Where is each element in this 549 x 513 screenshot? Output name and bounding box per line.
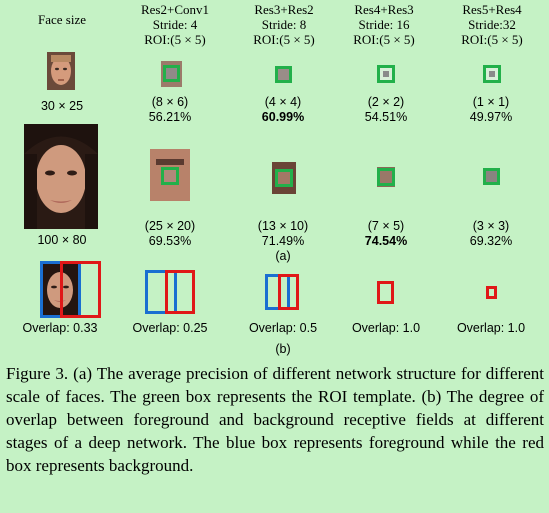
background-box-3 [278,274,299,310]
overlap-label-1: Overlap: 0.33 [22,321,98,335]
roi-size: (3 × 3) [472,219,510,233]
column-roi: ROI:(5 × 5) [253,32,315,47]
column-roi: ROI:(5 × 5) [461,32,523,47]
roi-box [275,169,293,187]
roi-size: (25 × 20) [144,219,196,233]
background-box-1 [60,261,101,318]
roi-box [483,65,501,83]
small-cell-res2-conv1: (8 × 6) 56.21% [130,95,210,125]
roi-size: (2 × 2) [367,95,405,109]
column-roi: ROI:(5 × 5) [144,32,206,47]
large-cell-res2-conv1: (25 × 20) 69.53% [130,219,210,249]
column-stride: Stride:32 [468,17,516,32]
roi-box [275,66,292,83]
large-face-size-label: 100 × 80 [37,233,87,247]
column-header-res2-conv1: Res2+Conv1 Stride: 4 ROI:(5 × 5) [135,2,215,47]
column-name: Res2+Conv1 [140,2,209,17]
overlap-label-2: Overlap: 0.25 [132,321,208,335]
column-name: Res5+Res4 [462,2,522,17]
average-precision: 54.51% [364,110,408,124]
roi-box [377,168,395,186]
figure-caption: Figure 3. (a) The average precision of d… [6,364,544,475]
average-precision: 69.32% [469,234,513,248]
overlap-label-5: Overlap: 1.0 [456,321,526,335]
large-patch-res3-res2 [272,162,296,194]
average-precision: 60.99% [261,110,305,124]
large-patch-res4-res3 [377,167,395,187]
background-box-2 [165,270,195,314]
large-patch-res2-conv1 [150,149,190,201]
large-face-image [24,124,98,229]
foreground-background-box-5 [486,286,497,299]
column-stride: Stride: 4 [152,17,198,32]
small-cell-res3-res2: (4 × 4) 60.99% [243,95,323,125]
small-face-size-label: 30 × 25 [40,99,84,113]
small-patch-res3-res2 [275,66,292,83]
column-name: Res3+Res2 [254,2,314,17]
small-patch-res4-res3 [377,65,395,83]
roi-size: (8 × 6) [151,95,189,109]
large-patch-res5-res4 [483,168,500,185]
average-precision: 56.21% [148,110,192,124]
figure-3: Face size Res2+Conv1 Stride: 4 ROI:(5 × … [22,2,532,356]
foreground-box-3 [265,274,290,310]
large-cell-res3-res2: (13 × 10) 71.49% [243,219,323,249]
average-precision: 69.53% [148,234,192,248]
roi-box [483,168,500,185]
roi-box [377,65,395,83]
column-header-res5-res4: Res5+Res4 Stride:32 ROI:(5 × 5) [452,2,532,47]
small-face-image [47,52,75,90]
average-precision: 74.54% [364,234,408,248]
roi-box [161,167,179,185]
small-patch-res5-res4 [483,65,501,83]
column-roi: ROI:(5 × 5) [353,32,415,47]
roi-box [163,65,180,82]
subfigure-a-label: (a) [275,249,291,263]
foreground-background-box-4 [377,281,394,304]
roi-size: (1 × 1) [472,95,510,109]
roi-size: (7 × 5) [367,219,405,233]
large-cell-res4-res3: (7 × 5) 74.54% [346,219,426,249]
roi-size: (13 × 10) [257,219,309,233]
column-header-res3-res2: Res3+Res2 Stride: 8 ROI:(5 × 5) [244,2,324,47]
small-cell-res4-res3: (2 × 2) 54.51% [346,95,426,125]
column-header-res4-res3: Res4+Res3 Stride: 16 ROI:(5 × 5) [344,2,424,47]
column-stride: Stride: 16 [358,17,410,32]
overlap-label-3: Overlap: 0.5 [248,321,318,335]
face-size-header: Face size [37,12,86,27]
small-patch-res2-conv1 [161,61,182,87]
average-precision: 71.49% [261,234,305,248]
foreground-box-2 [145,270,177,314]
overlap-label-4: Overlap: 1.0 [351,321,421,335]
subfigure-b-label: (b) [275,342,291,356]
average-precision: 49.97% [469,110,513,124]
column-stride: Stride: 8 [261,17,307,32]
large-cell-res5-res4: (3 × 3) 69.32% [451,219,531,249]
column-name: Res4+Res3 [354,2,414,17]
small-cell-res5-res4: (1 × 1) 49.97% [451,95,531,125]
roi-size: (4 × 4) [264,95,302,109]
